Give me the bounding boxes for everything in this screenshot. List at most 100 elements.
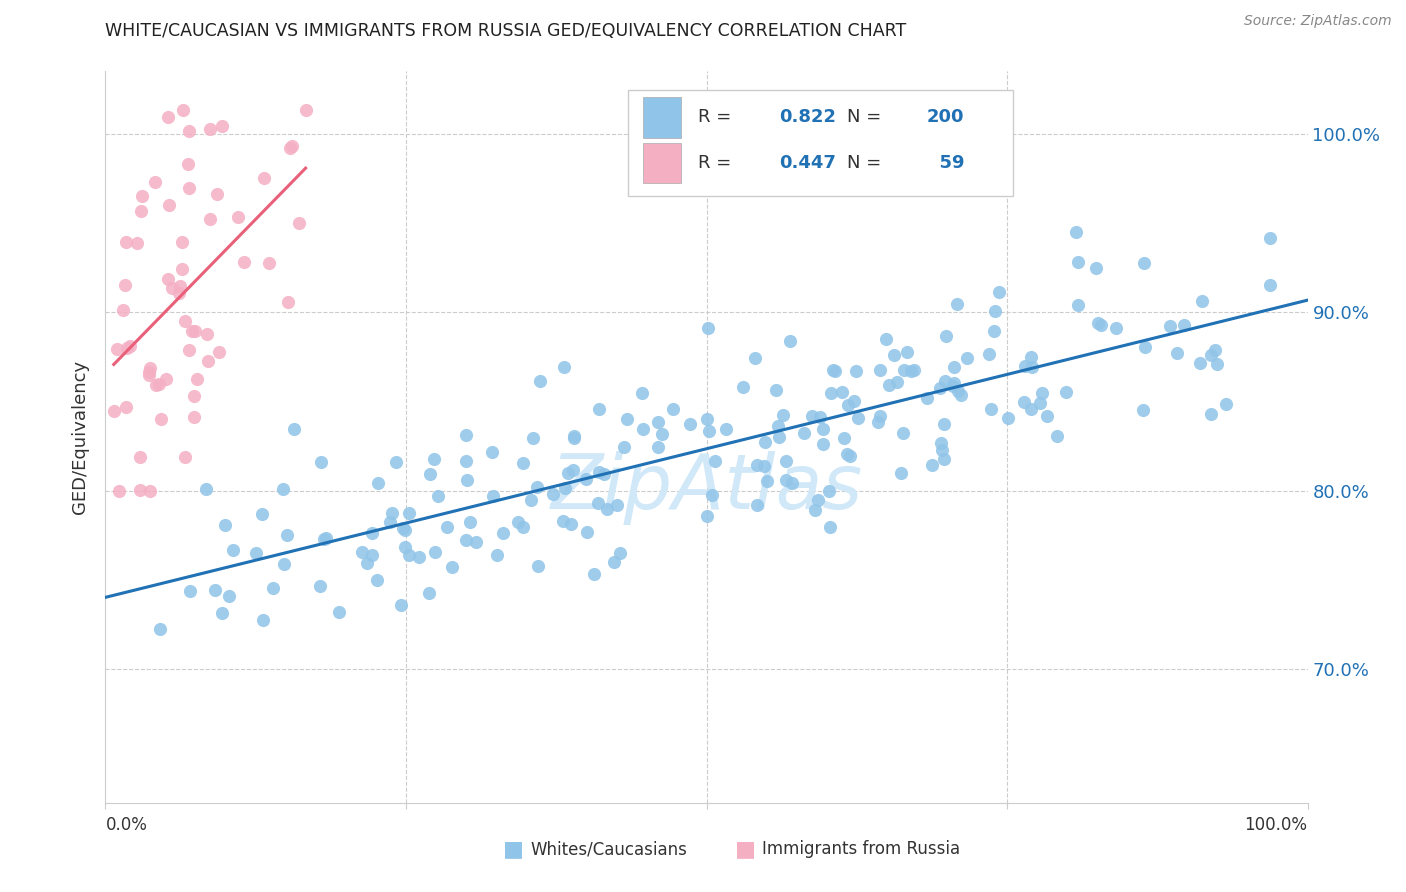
Point	[714, 422, 737, 436]
Point	[813, 437, 835, 451]
Point	[529, 374, 551, 388]
Point	[554, 481, 576, 495]
Point	[934, 417, 956, 431]
Point	[756, 474, 779, 488]
Text: ■: ■	[503, 839, 523, 859]
Point	[257, 255, 280, 269]
Point	[575, 472, 598, 486]
Point	[808, 409, 831, 424]
Point	[931, 442, 953, 457]
Point	[1258, 230, 1281, 244]
Point	[921, 458, 943, 472]
Point	[526, 480, 548, 494]
Point	[211, 606, 233, 620]
Point	[422, 452, 444, 467]
Point	[162, 281, 184, 295]
Point	[1085, 261, 1108, 276]
Point	[979, 347, 1001, 361]
Point	[315, 532, 337, 546]
Point	[167, 286, 190, 301]
Point	[557, 466, 579, 480]
Point	[361, 525, 384, 540]
Point	[950, 387, 973, 401]
Point	[800, 409, 823, 424]
Point	[522, 431, 544, 445]
Point	[891, 425, 914, 440]
Point	[934, 375, 956, 389]
Text: Whites/Caucasians: Whites/Caucasians	[530, 840, 688, 858]
Point	[173, 450, 195, 464]
Point	[603, 555, 626, 569]
Point	[1215, 397, 1237, 411]
Point	[427, 489, 450, 503]
Text: N =: N =	[848, 153, 887, 172]
Point	[423, 545, 446, 559]
Point	[631, 422, 654, 436]
Point	[226, 210, 249, 224]
Point	[456, 473, 478, 487]
Point	[138, 365, 160, 379]
Point	[697, 321, 720, 335]
Point	[543, 487, 565, 501]
Point	[115, 341, 138, 355]
Point	[695, 509, 717, 524]
Point	[824, 364, 846, 378]
Point	[1173, 318, 1195, 332]
Point	[744, 351, 766, 365]
Point	[832, 431, 855, 445]
Bar	[643, 143, 682, 183]
Point	[804, 503, 827, 517]
Point	[1258, 278, 1281, 293]
Point	[198, 121, 221, 136]
Point	[903, 363, 925, 377]
Point	[138, 483, 160, 498]
Point	[893, 363, 915, 377]
Point	[208, 344, 231, 359]
Point	[1201, 407, 1223, 421]
Point	[1031, 386, 1053, 401]
Point	[1019, 401, 1042, 416]
Point	[419, 467, 441, 482]
Point	[222, 543, 245, 558]
Point	[780, 475, 803, 490]
Point	[129, 204, 152, 219]
Point	[1166, 346, 1188, 360]
Point	[145, 377, 167, 392]
Point	[352, 545, 374, 559]
Point	[997, 410, 1019, 425]
Point	[562, 431, 585, 445]
Point	[560, 516, 582, 531]
Point	[1090, 318, 1112, 333]
Point	[1036, 409, 1059, 423]
Point	[394, 524, 416, 538]
Point	[506, 515, 529, 529]
Point	[752, 458, 775, 473]
Point	[512, 456, 534, 470]
Text: WHITE/CAUCASIAN VS IMMIGRANTS FROM RUSSIA GED/EQUIVALENCY CORRELATION CHART: WHITE/CAUCASIAN VS IMMIGRANTS FROM RUSSI…	[105, 22, 907, 40]
Point	[1021, 360, 1043, 375]
Point	[389, 599, 412, 613]
Point	[561, 463, 583, 477]
Point	[232, 255, 254, 269]
Point	[131, 189, 153, 203]
Point	[1054, 384, 1077, 399]
Point	[943, 359, 966, 374]
Point	[1067, 255, 1090, 269]
Point	[616, 412, 638, 426]
Point	[942, 376, 965, 390]
Point	[465, 535, 488, 549]
Point	[418, 586, 440, 600]
Bar	[643, 97, 682, 137]
Point	[526, 559, 548, 574]
Point	[1087, 316, 1109, 330]
Point	[398, 507, 420, 521]
Point	[1133, 256, 1156, 270]
Point	[842, 394, 865, 409]
Point	[1132, 402, 1154, 417]
Point	[647, 440, 669, 454]
Point	[183, 410, 205, 425]
Point	[149, 623, 172, 637]
Point	[766, 419, 789, 434]
Point	[745, 499, 768, 513]
Point	[356, 556, 378, 570]
